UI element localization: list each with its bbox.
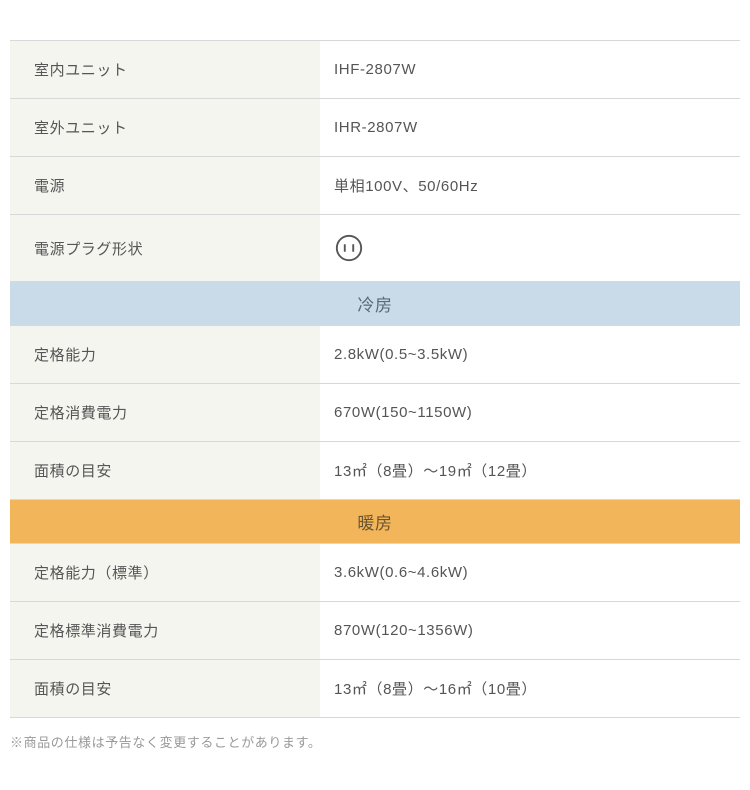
table-row: 定格消費電力 670W(150~1150W) [10,384,740,442]
row-label: 電源プラグ形状 [10,215,320,281]
footnote: ※商品の仕様は予告なく変更することがあります。 [10,732,740,751]
cooling-title: 冷房 [357,291,392,316]
table-row: 室内ユニット IHF-2807W [10,41,740,99]
table-row: 電源プラグ形状 [10,215,740,282]
row-value: 単相100V、50/60Hz [320,157,740,214]
row-value: 13㎡（8畳）〜19㎡（12畳） [320,442,740,499]
row-value: 13㎡（8畳）〜16㎡（10畳） [320,660,740,717]
row-label: 面積の目安 [10,442,320,499]
heating-section-header: 暖房 [10,500,740,544]
spec-table: 室内ユニット IHF-2807W 室外ユニット IHR-2807W 電源 単相1… [10,40,740,718]
table-row: 定格能力（標準） 3.6kW(0.6~4.6kW) [10,544,740,602]
row-value [320,215,740,281]
row-label: 定格消費電力 [10,384,320,441]
row-value: IHR-2807W [320,99,740,156]
table-row: 面積の目安 13㎡（8畳）〜16㎡（10畳） [10,660,740,718]
row-label: 電源 [10,157,320,214]
row-label: 面積の目安 [10,660,320,717]
heating-title: 暖房 [357,509,392,534]
row-label: 定格能力（標準） [10,544,320,601]
row-label: 室内ユニット [10,41,320,98]
row-value: 3.6kW(0.6~4.6kW) [320,544,740,601]
row-label: 定格標準消費電力 [10,602,320,659]
table-row: 電源 単相100V、50/60Hz [10,157,740,215]
table-row: 定格能力 2.8kW(0.5~3.5kW) [10,326,740,384]
table-row: 室外ユニット IHR-2807W [10,99,740,157]
plug-outlet-icon [334,233,364,263]
row-value: 870W(120~1356W) [320,602,740,659]
row-label: 定格能力 [10,326,320,383]
table-row: 定格標準消費電力 870W(120~1356W) [10,602,740,660]
row-value: 2.8kW(0.5~3.5kW) [320,326,740,383]
row-label: 室外ユニット [10,99,320,156]
table-row: 面積の目安 13㎡（8畳）〜19㎡（12畳） [10,442,740,500]
cooling-section-header: 冷房 [10,282,740,326]
row-value: IHF-2807W [320,41,740,98]
row-value: 670W(150~1150W) [320,384,740,441]
